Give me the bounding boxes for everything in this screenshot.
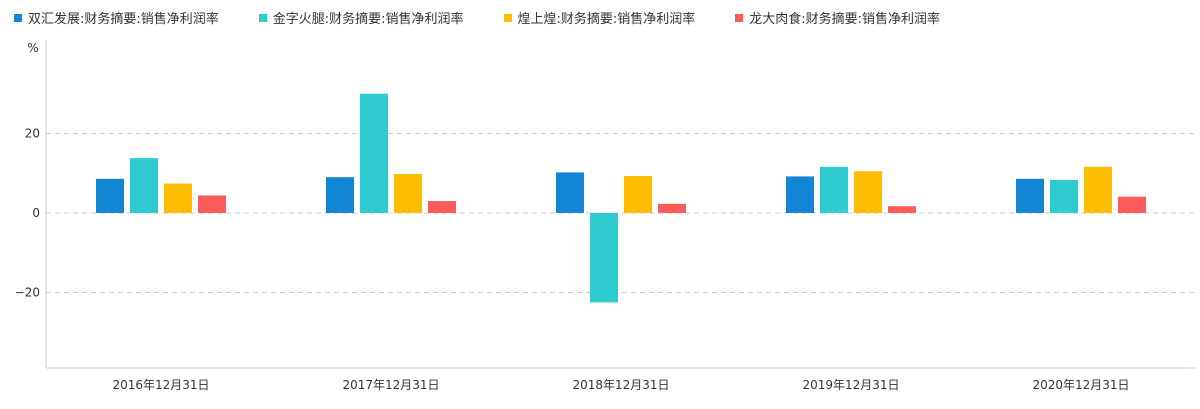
bar <box>658 203 686 213</box>
bar <box>590 212 618 303</box>
y-tick-label: −20 <box>15 285 40 299</box>
legend-swatch <box>735 13 744 22</box>
bar <box>428 201 456 213</box>
y-axis-unit-label: % <box>27 41 38 55</box>
legend-swatch <box>258 13 267 22</box>
bar <box>394 174 422 213</box>
bar <box>130 158 158 213</box>
legend-label: 煌上煌:财务摘要:销售净利润率 <box>517 12 696 27</box>
bar <box>198 195 226 213</box>
bar <box>854 171 882 213</box>
x-tick-label: 2016年12月31日 <box>112 378 209 392</box>
bar <box>888 206 916 213</box>
bar <box>624 176 652 213</box>
bar <box>1050 179 1078 213</box>
bar <box>326 177 354 213</box>
legend-item[interactable]: 龙大肉食:财务摘要:销售净利润率 <box>735 8 940 27</box>
y-tick-label: 20 <box>25 126 40 140</box>
legend-label: 双汇发展:财务摘要:销售净利润率 <box>28 12 219 27</box>
bar <box>820 166 848 213</box>
x-tick-label: 2019年12月31日 <box>802 378 899 392</box>
bar <box>786 176 814 213</box>
bar <box>360 93 388 213</box>
legend-swatch <box>503 13 512 22</box>
bar <box>1016 178 1044 213</box>
legend-item[interactable]: 煌上煌:财务摘要:销售净利润率 <box>503 8 696 27</box>
bar <box>556 172 584 213</box>
legend-label: 金字火腿:财务摘要:销售净利润率 <box>272 12 464 27</box>
legend: 双汇发展:财务摘要:销售净利润率 金字火腿:财务摘要:销售净利润率 煌上煌:财务摘要… <box>14 8 980 27</box>
bar <box>1118 196 1146 213</box>
x-tick-label: 2020年12月31日 <box>1032 378 1129 392</box>
y-tick-label: 0 <box>32 206 40 220</box>
bar <box>96 178 124 213</box>
x-tick-label: 2017年12月31日 <box>342 378 439 392</box>
legend-swatch <box>14 13 22 22</box>
legend-item[interactable]: 金字火腿:财务摘要:销售净利润率 <box>258 8 464 27</box>
bar <box>1084 166 1112 213</box>
bar <box>164 183 192 213</box>
legend-item[interactable]: 双汇发展:财务摘要:销售净利润率 <box>14 8 219 27</box>
legend-label: 龙大肉食:财务摘要:销售净利润率 <box>749 12 941 27</box>
x-tick-label: 2018年12月31日 <box>572 378 669 392</box>
